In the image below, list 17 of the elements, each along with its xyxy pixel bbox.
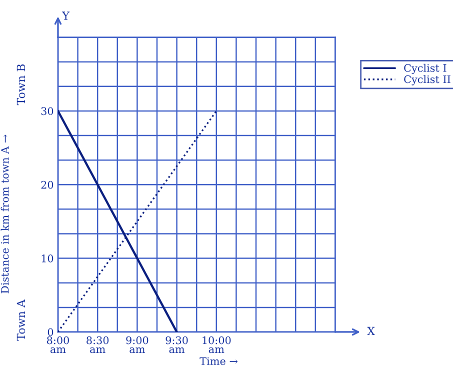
text: Town A xyxy=(16,299,26,341)
text: Town B xyxy=(16,64,26,106)
y-tick-label: 20 xyxy=(41,180,54,189)
x-tick-label: 9:00 am xyxy=(126,336,148,354)
x-tick-label: 8:00 am xyxy=(46,336,69,354)
legend-label: Cyclist II xyxy=(404,75,450,86)
text: X xyxy=(367,326,375,336)
x-axis-title: Time → xyxy=(200,357,238,366)
y-axis-title: Distance in km from town A → xyxy=(0,134,9,294)
y-tick-label: 10 xyxy=(42,254,54,262)
y-tick-label: 0 xyxy=(48,328,54,336)
x-tick-label: 9:30 am xyxy=(166,336,188,354)
x-tick-label: 10:00 am xyxy=(202,336,231,354)
legend-label: Cyclist I xyxy=(404,64,446,74)
text: Y xyxy=(62,12,70,20)
x-tick-label: 8:30 am xyxy=(86,336,109,354)
y-tick-label: 30 xyxy=(41,107,54,116)
